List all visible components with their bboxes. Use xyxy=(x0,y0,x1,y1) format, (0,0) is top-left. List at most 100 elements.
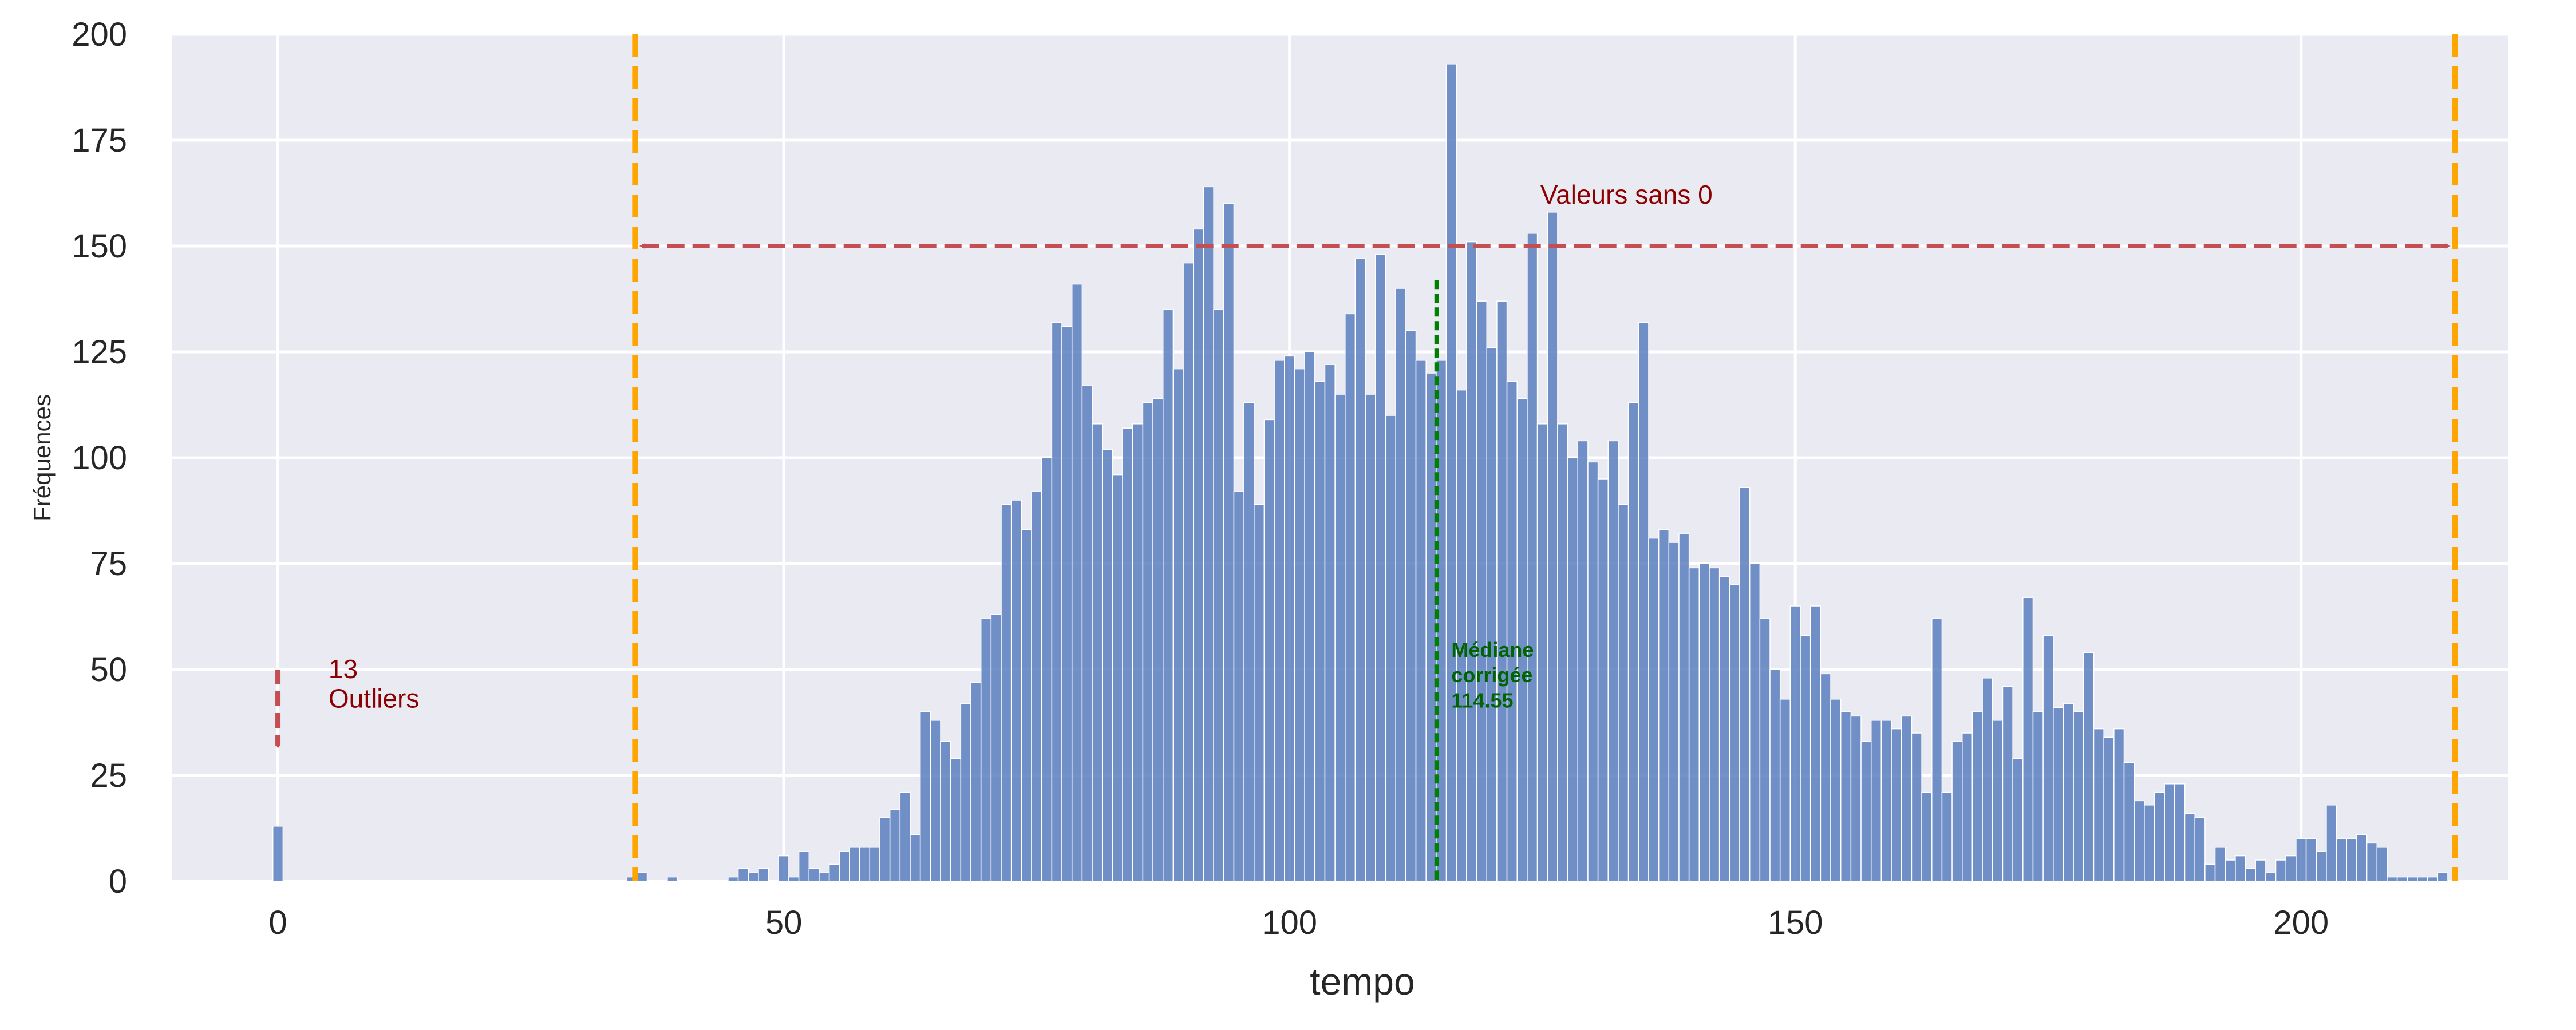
histogram-bar xyxy=(1304,351,1315,882)
histogram-bar xyxy=(2255,859,2266,882)
histogram-bar xyxy=(1718,576,1730,882)
histogram-bar xyxy=(1274,360,1285,882)
histogram-bar xyxy=(1476,300,1487,882)
histogram-bar xyxy=(1233,491,1244,882)
histogram-bar xyxy=(2427,876,2439,882)
histogram-bar xyxy=(1587,461,1599,882)
histogram-bar xyxy=(1739,487,1751,882)
histogram-bar xyxy=(2316,851,2327,882)
y-tick-label: 175 xyxy=(72,122,127,159)
histogram-bar xyxy=(788,876,800,882)
histogram-bar xyxy=(1385,415,1396,882)
histogram-bar xyxy=(2164,783,2175,882)
histogram-bar xyxy=(899,791,911,882)
histogram-bar xyxy=(2204,863,2216,882)
histogram-bar xyxy=(2103,736,2115,882)
x-axis-ticks: 0 50 100 150 200 xyxy=(268,904,2329,941)
histogram-bar xyxy=(2154,791,2165,882)
histogram-bar xyxy=(2235,855,2246,882)
histogram-bar xyxy=(1618,504,1629,882)
histogram-bar xyxy=(2184,813,2195,882)
histogram-bar xyxy=(2053,707,2064,882)
histogram-bar xyxy=(1860,741,1872,882)
histogram-bar xyxy=(1021,529,1032,882)
histogram-bar xyxy=(2022,597,2034,882)
histogram-bar xyxy=(1809,605,1822,882)
y-axis-ticks: 0 25 50 75 100 125 150 175 200 xyxy=(72,16,127,900)
histogram-bar xyxy=(1779,699,1791,882)
histogram-bar xyxy=(1557,423,1568,882)
y-tick-label: 75 xyxy=(90,545,127,583)
histogram-bar xyxy=(2214,847,2226,882)
x-tick-label: 0 xyxy=(268,904,287,941)
histogram-bar xyxy=(980,618,992,882)
histogram-bar xyxy=(1506,381,1518,882)
histogram-bar xyxy=(2073,711,2084,882)
histogram-bar xyxy=(1891,728,1902,882)
histogram-bar xyxy=(2134,800,2145,882)
reference-lines xyxy=(632,34,2458,881)
histogram-bar xyxy=(1982,678,1993,882)
histogram-bar xyxy=(2296,838,2307,882)
histogram-bar xyxy=(1101,449,1113,882)
histogram-bar xyxy=(1992,720,2004,882)
histogram-bar xyxy=(859,847,871,882)
histogram-bar xyxy=(778,855,789,882)
histogram-bar xyxy=(737,868,749,882)
histogram-bar xyxy=(1061,326,1073,882)
histogram-bar xyxy=(758,868,769,882)
histogram-bar xyxy=(1193,228,1204,882)
histogram-bar xyxy=(1729,584,1740,882)
histogram-bar xyxy=(2387,876,2398,882)
histogram-bar xyxy=(839,851,850,882)
histogram-bar xyxy=(2225,859,2236,882)
histogram-bar xyxy=(1607,440,1619,882)
histogram-bar xyxy=(1243,402,1255,882)
histogram-bar xyxy=(1334,394,1346,882)
histogram-bar xyxy=(637,872,648,882)
histogram-bar xyxy=(1203,186,1214,882)
histogram-bar xyxy=(748,872,759,882)
outlier-count-label: 13 xyxy=(329,654,358,684)
histogram-bar xyxy=(1486,347,1498,882)
y-tick-label: 150 xyxy=(72,228,127,265)
histogram-bar xyxy=(1041,457,1053,882)
histogram-bar xyxy=(1627,402,1639,882)
histogram-bar xyxy=(1567,457,1579,882)
x-tick-label: 50 xyxy=(765,904,803,941)
histogram-bar xyxy=(1709,567,1720,882)
histogram-bar xyxy=(1466,241,1477,882)
histogram-bar xyxy=(2326,805,2337,882)
outlier-text-label: Outliers xyxy=(329,684,419,714)
histogram-bar xyxy=(2174,783,2186,882)
range-arrow-label: Valeurs sans 0 xyxy=(1540,180,1713,209)
histogram-bar xyxy=(1132,423,1144,882)
histogram-bar xyxy=(1749,563,1761,882)
histogram-bar xyxy=(2012,758,2024,882)
histogram-bar xyxy=(1375,254,1386,882)
histogram-bar xyxy=(1658,529,1670,882)
histogram-bar xyxy=(728,876,739,882)
x-axis-label: tempo xyxy=(1310,960,1415,1003)
histogram-bar xyxy=(667,876,678,882)
histogram-bar xyxy=(1254,504,1265,882)
median-label-line1: Médiane xyxy=(1451,638,1534,661)
histogram-bar xyxy=(1830,699,1842,882)
histogram-bar xyxy=(2063,703,2074,882)
histogram-bar xyxy=(2336,838,2348,882)
y-tick-label: 125 xyxy=(72,334,127,371)
histogram-bar xyxy=(1668,542,1680,882)
histogram-bar xyxy=(1597,478,1609,882)
median-label-line2: corrigée xyxy=(1451,663,1532,687)
histogram-bar xyxy=(1678,533,1690,882)
histogram-bar xyxy=(1527,233,1538,882)
histogram-bar xyxy=(2376,847,2388,882)
histogram-bar xyxy=(1183,262,1194,882)
histogram-bar xyxy=(2285,855,2297,882)
histogram-bar xyxy=(960,703,971,882)
histogram-bar xyxy=(2123,762,2135,882)
histogram-bar xyxy=(970,682,982,882)
histogram-bar xyxy=(2093,728,2104,882)
